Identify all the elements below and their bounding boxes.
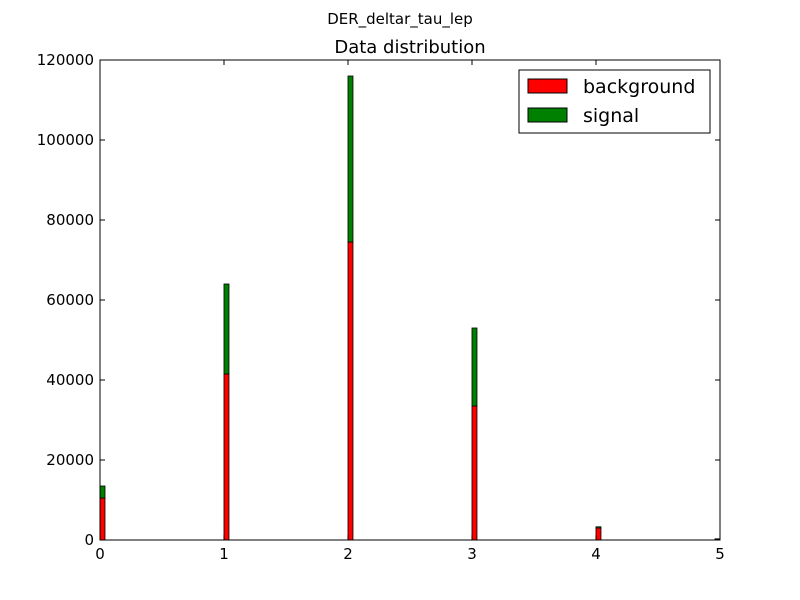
bar-background-2 — [347, 241, 354, 541]
y-tick-label: 100000 — [37, 131, 94, 149]
y-tick-label: 80000 — [46, 211, 94, 229]
legend-swatch-background — [527, 78, 568, 94]
chart-title: Data distribution — [334, 37, 485, 58]
bar-background-3 — [471, 405, 478, 541]
bar-background-4 — [595, 527, 602, 541]
bar-signal-1 — [223, 283, 230, 375]
legend-label-signal: signal — [583, 105, 639, 127]
bar-signal-3 — [471, 327, 478, 407]
y-tick-label: 20000 — [46, 451, 94, 469]
bar-background-1 — [223, 373, 230, 541]
y-tick-label: 60000 — [46, 291, 94, 309]
legend-label-background: background — [583, 76, 695, 98]
bar-signal-0 — [99, 485, 106, 499]
x-tick-label: 3 — [467, 545, 477, 563]
bar-signal-2 — [347, 75, 354, 243]
legend: background signal — [518, 69, 711, 134]
bar-background-0 — [99, 497, 106, 541]
bar-signal-4 — [595, 526, 602, 529]
y-tick-label: 0 — [84, 531, 94, 549]
legend-swatch-signal — [527, 107, 568, 123]
x-tick-label: 5 — [715, 545, 725, 563]
x-tick-label: 1 — [219, 545, 229, 563]
y-tick-label: 120000 — [37, 51, 94, 69]
x-tick-label: 4 — [591, 545, 601, 563]
figure-suptitle: DER_deltar_tau_lep — [327, 10, 473, 28]
y-tick-label: 40000 — [46, 371, 94, 389]
x-tick-label: 2 — [343, 545, 353, 563]
x-tick-label: 0 — [95, 545, 105, 563]
